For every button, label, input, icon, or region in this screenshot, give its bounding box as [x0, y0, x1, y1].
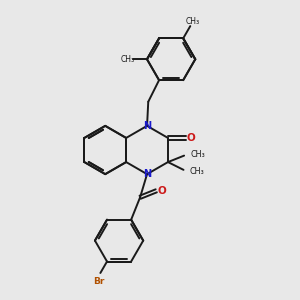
Text: O: O [187, 133, 196, 143]
Text: CH₃: CH₃ [190, 167, 205, 176]
Text: O: O [157, 186, 166, 196]
Text: N: N [143, 121, 151, 131]
Text: CH₃: CH₃ [186, 17, 200, 26]
Text: N: N [143, 169, 151, 179]
Text: CH₃: CH₃ [190, 150, 205, 159]
Text: CH₃: CH₃ [121, 55, 135, 64]
Text: Br: Br [93, 278, 105, 286]
